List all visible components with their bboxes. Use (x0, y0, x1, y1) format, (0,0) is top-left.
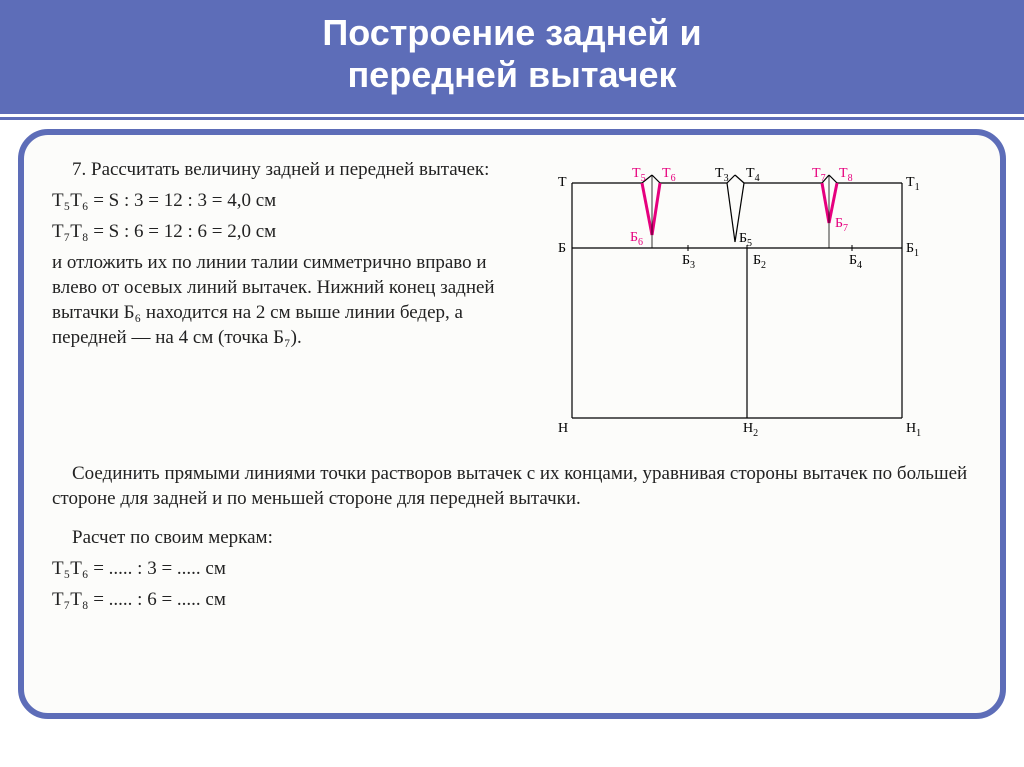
left-text: 7. Рассчитать величину задней и передней… (52, 153, 512, 453)
pattern-diagram: Т Т5 Т6 Т3 Т4 Т7 Т8 Т1 Б Б3 Б2 Б4 Б1 Б6 Б5 Б7 Н Н2 Н1 (522, 153, 942, 453)
title-line2: передней вытачек (347, 54, 676, 95)
svg-text:Т3: Т3 (715, 166, 729, 184)
calc1: Т₅Т₆ = S : 3 = 12 : 3 = 4,0 см (52, 188, 512, 213)
slide-header: Построение задней и передней вытачек (0, 0, 1024, 117)
svg-text:Т6: Т6 (662, 166, 676, 184)
para3: Соединить прямыми линиями точки растворо… (52, 461, 972, 511)
svg-text:Т8: Т8 (839, 166, 853, 184)
svg-text:Б6: Б6 (630, 230, 643, 248)
svg-text:Б5: Б5 (739, 231, 752, 249)
top-row: 7. Рассчитать величину задней и передней… (52, 153, 972, 453)
svg-text:Н2: Н2 (743, 421, 758, 439)
content-frame: 7. Рассчитать величину задней и передней… (18, 129, 1006, 719)
svg-text:Н1: Н1 (906, 421, 921, 439)
bottom-text: Соединить прямыми линиями точки растворо… (52, 461, 972, 612)
svg-text:Б3: Б3 (682, 253, 695, 271)
step-text: 7. Рассчитать величину задней и передней… (52, 157, 512, 182)
svg-text:Б1: Б1 (906, 241, 919, 259)
svg-text:Н: Н (558, 421, 568, 436)
title-line1: Построение задней и (322, 12, 701, 53)
calc-own2: Т₇Т₈ = ..... : 6 = ..... см (52, 587, 972, 612)
calc-own1: Т₅Т₆ = ..... : 3 = ..... см (52, 556, 972, 581)
calc-own-title: Расчет по своим меркам: (52, 525, 972, 550)
calc2: Т₇Т₈ = S : 6 = 12 : 6 = 2,0 см (52, 219, 512, 244)
para2: и отложить их по линии талии симметрично… (52, 250, 512, 350)
svg-text:Т5: Т5 (632, 166, 646, 184)
svg-text:Б4: Б4 (849, 253, 862, 271)
svg-text:Б: Б (558, 241, 566, 256)
svg-text:Т4: Т4 (746, 166, 760, 184)
svg-text:Т1: Т1 (906, 175, 920, 193)
svg-text:Б7: Б7 (835, 216, 848, 234)
svg-text:Т7: Т7 (812, 166, 826, 184)
svg-text:Т: Т (558, 175, 567, 190)
svg-text:Б2: Б2 (753, 253, 766, 271)
diagram-column: Т Т5 Т6 Т3 Т4 Т7 Т8 Т1 Б Б3 Б2 Б4 Б1 Б6 Б5 Б7 Н Н2 Н1 (522, 153, 972, 453)
